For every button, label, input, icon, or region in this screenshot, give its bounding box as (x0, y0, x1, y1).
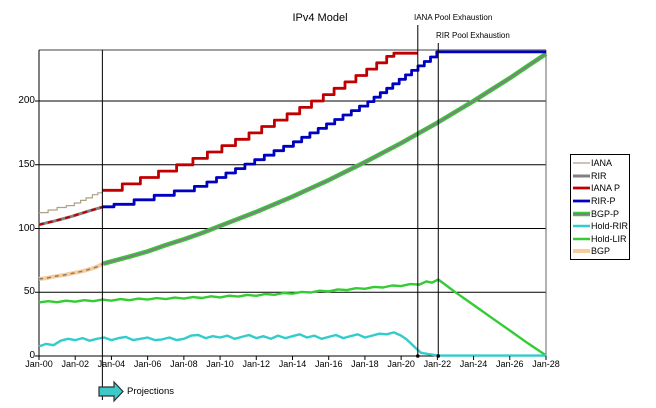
legend-swatch (573, 249, 590, 254)
legend-item-hold-lir: Hold-LIR (571, 233, 629, 246)
series-line-hold-rir (38, 331, 546, 357)
legend-swatch (573, 174, 590, 178)
x-tick-label: Jan-28 (532, 359, 560, 369)
legend-item-bgp-p: BGP-P (571, 207, 629, 220)
legend-item-bgp: BGP (571, 245, 629, 258)
legend-swatch (573, 211, 590, 216)
x-tick-label: Jan-24 (459, 359, 488, 369)
rir-pool-exhaustion-annotation: RIR Pool Exhaustion (436, 31, 510, 40)
series-line-rir-history-model-overlay (38, 205, 104, 226)
x-tick-label: Jan-20 (387, 359, 415, 369)
x-tick-label: Jan-12 (242, 359, 271, 369)
legend-swatch (573, 162, 590, 164)
projections-label: Projections (127, 386, 174, 397)
legend-item-rir: RIR (571, 170, 629, 183)
legend-swatch (573, 237, 590, 241)
x-tick-label: Jan-08 (170, 359, 198, 369)
legend-label: Hold-RIR (591, 221, 629, 232)
event-marker (416, 354, 420, 358)
legend: IANA RIR IANA P RIR-P BGP-P Hold-RIR Hold-LIR B… (570, 154, 630, 260)
legend-label: IANA P (591, 183, 621, 194)
legend-swatch (573, 187, 590, 190)
y-tick-label: 50 (23, 286, 35, 298)
legend-item-iana: IANA (571, 157, 629, 170)
y-tick-label: 150 (18, 158, 35, 170)
legend-item-rir-p: RIR-P (571, 195, 629, 208)
x-tick-label: Jan-26 (496, 359, 524, 369)
legend-label: IANA (591, 158, 613, 169)
x-tick-label: Jan-00 (25, 359, 53, 369)
y-tick-label: 100 (18, 222, 35, 234)
legend-label: RIR (591, 170, 607, 181)
x-tick-label: Jan-04 (97, 359, 126, 369)
y-tick-label: 0 (29, 350, 35, 361)
chart-title: IPv4 Model (292, 12, 348, 24)
x-tick-label: Jan-18 (351, 359, 379, 369)
series-line-bgp-p (103, 52, 547, 265)
series-line-bgp-p-outline (102, 51, 548, 266)
series-line-iana p (102, 51, 418, 192)
x-tick-label: Jan-10 (206, 359, 234, 369)
series-line-rir-p (102, 50, 546, 209)
legend-swatch (573, 225, 590, 228)
legend-label: RIR-P (591, 196, 616, 207)
legend-item-iana-p: IANA P (571, 182, 629, 195)
series-line-hold-lir (38, 278, 547, 357)
legend-label: Hold-LIR (591, 233, 627, 244)
series-line-bgp (38, 261, 105, 281)
x-tick-label: Jan-16 (314, 359, 343, 369)
legend-label: BGP-P (591, 208, 620, 219)
legend-item-hold-rir: Hold-RIR (571, 220, 629, 233)
legend-swatch (573, 199, 590, 203)
x-tick-label: Jan-22 (423, 359, 452, 369)
x-tick-label: Jan-06 (133, 359, 162, 369)
x-tick-label: Jan-14 (278, 359, 307, 369)
iana-pool-exhaustion-annotation: IANA Pool Exhaustion (414, 13, 493, 22)
series-line-bgp-history-model-overlay (38, 262, 104, 280)
series-line-iana (39, 189, 105, 214)
y-tick-label: 200 (18, 95, 35, 106)
legend-label: BGP (591, 246, 611, 257)
projections-arrow-icon (98, 380, 124, 403)
x-tick-label: Jan-02 (61, 359, 89, 369)
